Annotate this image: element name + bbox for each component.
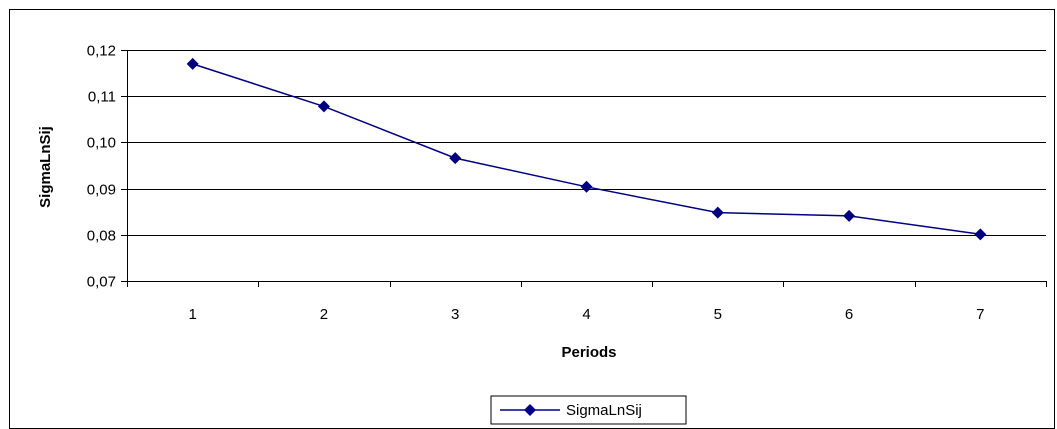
chart-frame	[9, 9, 1055, 429]
x-tick-label: 2	[320, 306, 328, 323]
y-tick-label: 0,10	[87, 135, 116, 152]
x-tick-labels: 1 2 3 4 5 6 7	[188, 306, 984, 323]
data-point-marker	[843, 209, 856, 222]
x-tick-label: 7	[976, 306, 984, 323]
axes	[121, 50, 1047, 287]
y-tick-labels: 0,07 0,08 0,09 0,10 0,11 0,12	[87, 43, 116, 291]
legend-label: SigmaLnSij	[566, 402, 642, 419]
x-tick-label: 4	[582, 306, 590, 323]
x-tick-label: 1	[188, 306, 196, 323]
data-point-marker	[449, 152, 462, 165]
series-line	[192, 63, 981, 236]
data-point-marker	[974, 228, 987, 241]
x-tick-label: 3	[451, 306, 459, 323]
legend: SigmaLnSij	[490, 395, 687, 425]
y-axis-title: SigmaLnSij	[37, 126, 54, 208]
y-tick-label: 0,12	[87, 43, 116, 60]
data-point-marker	[580, 180, 593, 193]
x-tick-label: 6	[845, 306, 853, 323]
y-tick-label: 0,07	[87, 274, 116, 291]
data-point-marker	[186, 57, 199, 70]
data-point-marker	[317, 100, 330, 113]
y-tick-label: 0,08	[87, 228, 116, 245]
x-tick-label: 5	[714, 306, 722, 323]
y-tick-label: 0,09	[87, 182, 116, 199]
series	[186, 57, 987, 241]
gridlines	[127, 50, 1046, 236]
y-tick-label: 0,11	[88, 89, 116, 106]
data-point-marker	[711, 206, 724, 219]
legend-marker-swatch	[524, 404, 536, 416]
x-axis-title: Periods	[561, 344, 616, 361]
